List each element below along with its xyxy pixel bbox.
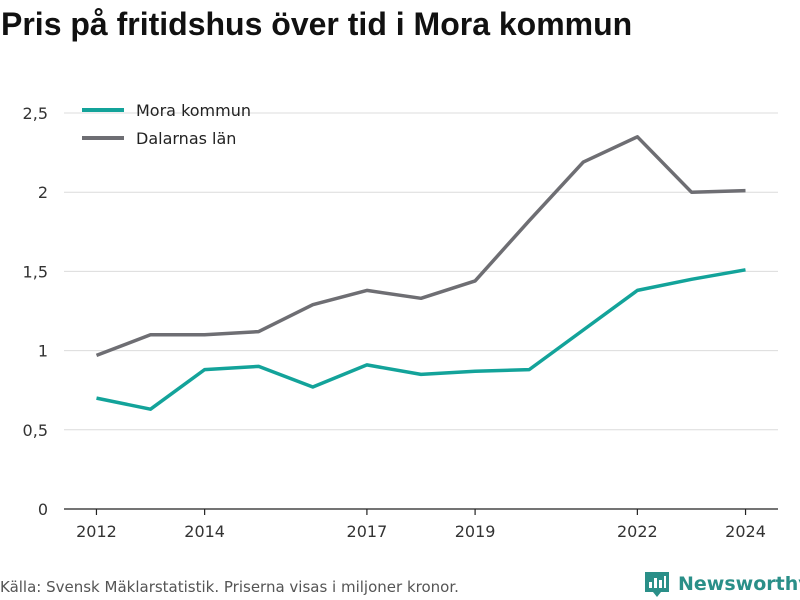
grid-lines [64, 112, 778, 431]
x-tick-label: 2022 [617, 522, 658, 541]
legend: Mora kommun Dalarnas län [82, 101, 251, 148]
legend-label-mora-kommun: Mora kommun [136, 101, 251, 120]
x-tick-label: 2019 [455, 522, 496, 541]
x-tick-label: 2012 [76, 522, 117, 541]
y-tick-label: 1,5 [23, 262, 48, 281]
source-note: Källa: Svensk Mäklarstatistik. Priserna … [0, 578, 459, 596]
chart-title: Pris på fritidshus över tid i Mora kommu… [1, 6, 633, 42]
x-tick-label: 2014 [184, 522, 225, 541]
series-line-dalarnas-län [95, 135, 746, 358]
x-tick-label: 2017 [347, 522, 388, 541]
series-lines [95, 135, 746, 411]
y-tick-label: 0,5 [23, 421, 48, 440]
y-tick-label: 0 [38, 500, 48, 519]
x-axis [64, 508, 778, 515]
y-axis-tick-labels: 0 0,5 1 1,5 2 2,5 [23, 104, 48, 519]
y-tick-label: 1 [38, 342, 48, 361]
x-tick-label: 2024 [725, 522, 766, 541]
series-line-mora-kommun [96, 268, 746, 411]
legend-label-dalarnas-län: Dalarnas län [136, 129, 236, 148]
x-axis-tick-labels: 2012 2014 2017 2019 2022 2024 [76, 522, 766, 541]
bar-chart-logo-icon [645, 572, 669, 597]
brand-name: Newsworthy [678, 573, 800, 595]
y-tick-label: 2 [38, 183, 48, 202]
brand-logo: Newsworthy [644, 570, 800, 598]
y-tick-label: 2,5 [23, 104, 48, 123]
